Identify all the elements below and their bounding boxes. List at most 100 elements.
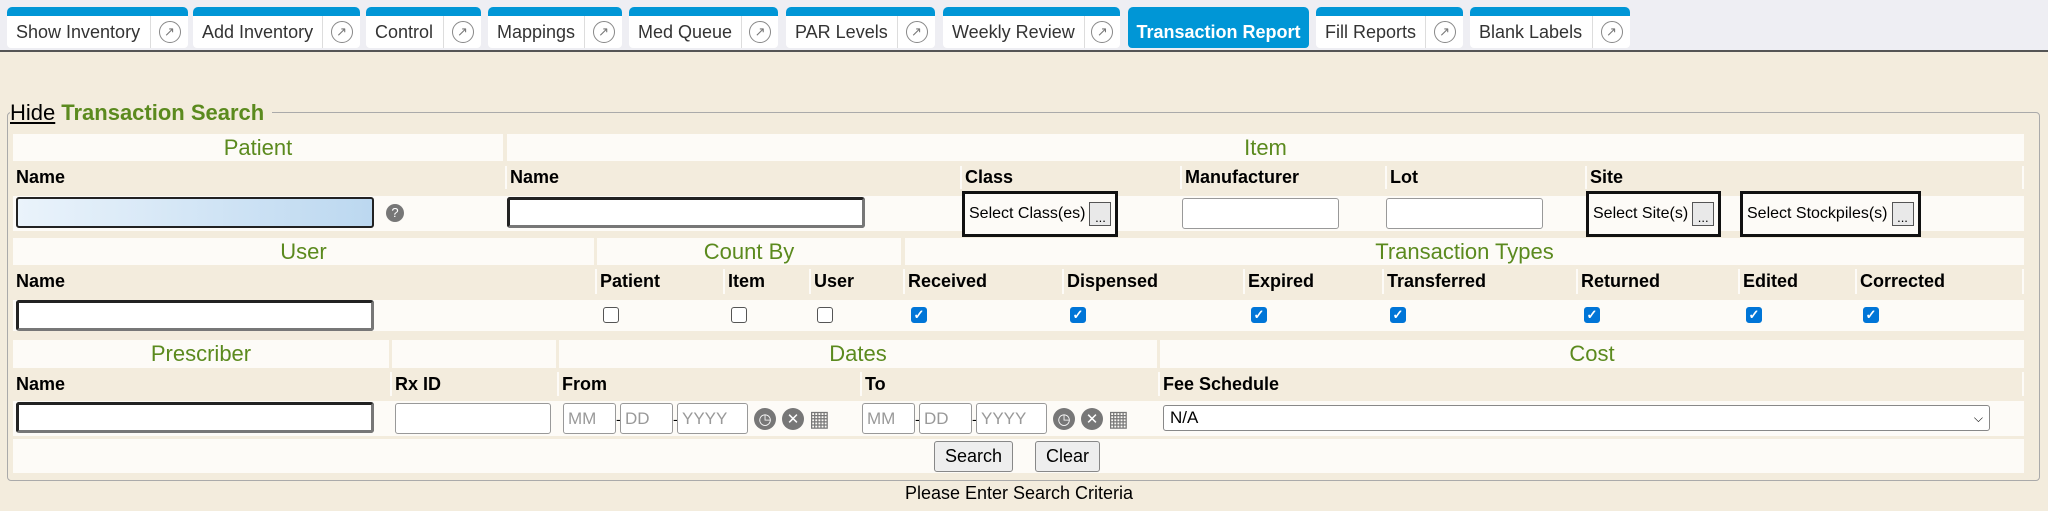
clear-icon[interactable]: ✕ bbox=[1081, 407, 1103, 430]
from-day-input[interactable]: DD bbox=[620, 403, 673, 434]
tab-blank-labels[interactable]: Blank Labels ↗ bbox=[1470, 7, 1630, 48]
select-stockpiles-button[interactable]: Select Stockpiles(s)... bbox=[1740, 191, 1921, 237]
open-external-icon[interactable]: ↗ bbox=[322, 16, 360, 48]
open-external-icon[interactable]: ↗ bbox=[1425, 16, 1463, 48]
dispensed-checkbox[interactable]: ✓ bbox=[1070, 307, 1086, 323]
count-by-user-checkbox[interactable] bbox=[817, 307, 833, 323]
tab-transaction-report[interactable]: Transaction Report bbox=[1128, 7, 1309, 48]
status-message: Please Enter Search Criteria bbox=[904, 482, 1134, 503]
lot-input[interactable] bbox=[1386, 198, 1543, 229]
hide-link[interactable]: Hide bbox=[10, 100, 56, 125]
manufacturer-input[interactable] bbox=[1182, 198, 1339, 229]
calendar-icon[interactable]: ▦ bbox=[1108, 405, 1129, 431]
fee-schedule-value: N/A bbox=[1170, 408, 1199, 427]
date-separator: - bbox=[972, 410, 977, 427]
open-external-icon[interactable]: ↗ bbox=[741, 16, 778, 48]
site-more-button[interactable]: ... bbox=[1692, 202, 1715, 226]
open-external-icon[interactable]: ↗ bbox=[443, 16, 481, 48]
prescriber-header: Prescriber bbox=[13, 340, 389, 368]
patient-header: Patient bbox=[13, 134, 503, 161]
transferred-checkbox[interactable]: ✓ bbox=[1390, 307, 1406, 323]
open-external-icon[interactable]: ↗ bbox=[150, 16, 188, 48]
item-name-label: Name bbox=[507, 166, 962, 189]
corrected-checkbox[interactable]: ✓ bbox=[1863, 307, 1879, 323]
to-year-input[interactable]: YYYY bbox=[976, 403, 1047, 434]
tab-weekly-review[interactable]: Weekly Review ↗ bbox=[943, 7, 1120, 48]
patient-name-label: Name bbox=[13, 166, 507, 189]
tab-label: Control bbox=[375, 21, 434, 42]
tab-label: Fill Reports bbox=[1325, 21, 1417, 42]
tab-show-inventory[interactable]: Show Inventory ↗ bbox=[7, 7, 188, 48]
clock-icon[interactable]: ◷ bbox=[1053, 407, 1075, 430]
to-month-input[interactable]: MM bbox=[862, 403, 915, 434]
date-separator: - bbox=[915, 410, 920, 427]
received-label: Received bbox=[905, 269, 1064, 294]
clear-button[interactable]: Clear bbox=[1035, 441, 1101, 472]
count-by-patient-label: Patient bbox=[597, 269, 725, 294]
help-icon[interactable]: ? bbox=[386, 203, 404, 222]
from-month-input[interactable]: MM bbox=[563, 403, 616, 434]
count-by-patient-checkbox[interactable] bbox=[603, 307, 619, 323]
transaction-types-header: Transaction Types bbox=[905, 238, 2024, 265]
clear-icon[interactable]: ✕ bbox=[782, 407, 804, 430]
tab-mappings[interactable]: Mappings ↗ bbox=[488, 7, 622, 48]
returned-checkbox[interactable]: ✓ bbox=[1584, 307, 1600, 323]
count-by-item-checkbox[interactable] bbox=[731, 307, 747, 323]
user-name-input[interactable] bbox=[16, 300, 374, 331]
to-day-input[interactable]: DD bbox=[919, 403, 972, 434]
stockpiles-more-button[interactable]: ... bbox=[1891, 202, 1914, 226]
received-checkbox[interactable]: ✓ bbox=[911, 307, 927, 323]
count-by-header: Count By bbox=[597, 238, 901, 265]
select-site-button[interactable]: Select Site(s)... bbox=[1586, 191, 1722, 237]
tab-label: PAR Levels bbox=[795, 21, 888, 42]
open-external-icon[interactable]: ↗ bbox=[1083, 16, 1120, 48]
tab-bar: Show Inventory ↗ Add Inventory ↗ Control ↗ … bbox=[0, 0, 2048, 52]
dates-header: Dates bbox=[559, 340, 1157, 368]
corrected-label: Corrected bbox=[1857, 269, 2024, 294]
calendar-icon[interactable]: ▦ bbox=[809, 405, 830, 431]
patient-name-cell: ? bbox=[16, 197, 404, 228]
to-label: To bbox=[862, 372, 1160, 396]
button-row bbox=[13, 439, 2024, 473]
fieldset-legend: Hide Transaction Search bbox=[10, 100, 273, 126]
from-date: MM - DD - YYYY ◷ ✕ ▦ bbox=[563, 403, 830, 434]
open-external-icon[interactable]: ↗ bbox=[897, 16, 935, 48]
rx-id-input[interactable] bbox=[395, 403, 551, 434]
count-by-user-label: User bbox=[811, 269, 905, 294]
tab-par-levels[interactable]: PAR Levels ↗ bbox=[786, 7, 935, 48]
tab-add-inventory[interactable]: Add Inventory ↗ bbox=[193, 7, 360, 48]
fee-schedule-select[interactable]: N/A ⌵ bbox=[1163, 405, 1990, 431]
tab-fill-reports[interactable]: Fill Reports ↗ bbox=[1316, 7, 1463, 48]
user-header: User bbox=[13, 238, 594, 265]
select-site-label: Select Site(s) bbox=[1593, 205, 1689, 222]
rx-id-label: Rx ID bbox=[392, 372, 559, 396]
search-button[interactable]: Search bbox=[934, 441, 1014, 472]
tab-med-queue[interactable]: Med Queue ↗ bbox=[629, 7, 778, 48]
class-more-button[interactable]: ... bbox=[1089, 202, 1112, 226]
section-title: Transaction Search bbox=[61, 100, 265, 125]
open-external-icon[interactable]: ↗ bbox=[584, 16, 622, 48]
returned-label: Returned bbox=[1578, 269, 1740, 294]
expired-checkbox[interactable]: ✓ bbox=[1251, 307, 1267, 323]
edited-checkbox[interactable]: ✓ bbox=[1746, 307, 1762, 323]
tab-label: Add Inventory bbox=[202, 21, 314, 42]
clock-icon[interactable]: ◷ bbox=[754, 407, 776, 430]
fee-schedule-label: Fee Schedule bbox=[1160, 372, 2024, 396]
prescriber-name-label: Name bbox=[13, 372, 392, 396]
count-by-item-label: Item bbox=[725, 269, 811, 294]
open-external-icon[interactable]: ↗ bbox=[1592, 16, 1630, 48]
tab-label: Weekly Review bbox=[952, 21, 1075, 42]
lot-label: Lot bbox=[1387, 166, 1587, 189]
from-year-input[interactable]: YYYY bbox=[677, 403, 748, 434]
date-separator: - bbox=[616, 410, 621, 427]
prescriber-name-input[interactable] bbox=[16, 402, 374, 433]
from-label: From bbox=[559, 372, 862, 396]
item-name-input[interactable] bbox=[507, 197, 865, 228]
date-separator: - bbox=[673, 410, 678, 427]
tab-label: Show Inventory bbox=[16, 21, 141, 42]
transferred-label: Transferred bbox=[1384, 269, 1578, 294]
transaction-search-fieldset bbox=[7, 112, 2040, 481]
select-class-button[interactable]: Select Class(es)... bbox=[962, 191, 1119, 237]
tab-control[interactable]: Control ↗ bbox=[366, 7, 481, 48]
patient-name-input[interactable] bbox=[16, 197, 374, 228]
